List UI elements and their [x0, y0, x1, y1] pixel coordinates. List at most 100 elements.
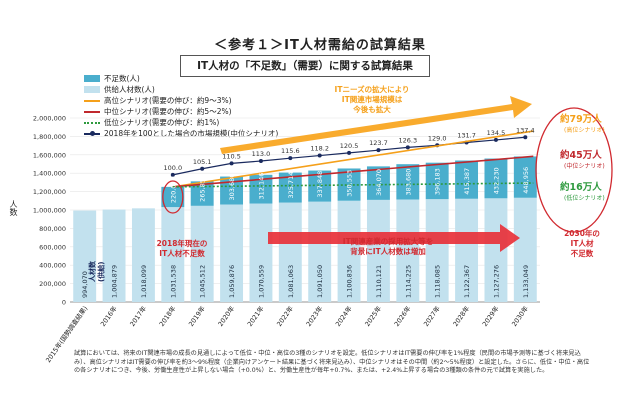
y-tick-label: 800,000	[39, 225, 66, 233]
data-label-shortage: 265,855	[199, 175, 207, 202]
low-sub: (低位シナリオ)	[564, 194, 605, 202]
y-tick-label: 200,000	[39, 280, 66, 288]
index-label: 126.3	[399, 136, 418, 144]
bar-shortage	[513, 156, 537, 198]
data-label-supply: 1,031,538	[169, 265, 177, 298]
bar-supply	[278, 202, 302, 302]
bar-shortage	[366, 166, 390, 200]
callout-2030-circle	[535, 107, 613, 233]
legend-item-index: 2018年を100とした場合の市場規模(中位シナリオ)	[84, 128, 278, 139]
callout-2018-text: 2018年現在の	[157, 238, 208, 248]
data-label-shortage: 364,070	[375, 169, 383, 196]
footnote: 試算においては、将来のIT関連市場の成長の見通しによって低位・中位・高位の3種の…	[74, 350, 590, 374]
index-label: 105.1	[193, 158, 212, 166]
data-label-supply: 1,059,876	[228, 265, 236, 298]
bar-supply	[337, 200, 361, 302]
data-label-supply: 1,118,085	[434, 265, 442, 298]
index-label: 129.0	[428, 134, 447, 142]
legend-item-shortage: 不足数(人)	[84, 73, 278, 84]
index-label: 137.4	[516, 126, 535, 134]
low-scenario-line	[172, 182, 534, 188]
callout-2030-text: 不足数	[571, 248, 594, 258]
data-label-shortage: 350,553	[346, 170, 354, 197]
index-label: 134.5	[487, 129, 506, 137]
bar-supply	[190, 205, 214, 302]
index-marker	[523, 135, 528, 140]
x-tick-label: 2018年	[157, 304, 178, 328]
x-tick-label: 2025年	[362, 304, 383, 328]
chart-subtitle: IT人材の「不足数」（需要）に関する試算結果	[180, 55, 430, 77]
data-label-supply: 1,045,512	[199, 265, 207, 298]
legend-item-low: 低位シナリオ(需要の伸び：約1%)	[84, 117, 278, 128]
index-marker	[170, 172, 175, 177]
data-label-shortage: 325,714	[287, 172, 295, 199]
x-tick-label: 2023年	[304, 304, 325, 328]
data-label-supply: 1,110,121	[375, 265, 383, 298]
legend-item-supply: 供給人材数(人)	[84, 84, 278, 95]
callout-2018-circle	[162, 180, 184, 214]
data-label-supply: 1,091,050	[316, 265, 324, 298]
x-tick-label: 2024年	[333, 304, 354, 328]
data-label-supply: 994,070	[81, 271, 89, 298]
bar-supply	[366, 199, 390, 302]
workforce-growth-arrow	[268, 224, 520, 252]
bar-shortage	[190, 181, 214, 206]
data-label-shortage: 220,000	[169, 176, 177, 203]
index-marker	[200, 166, 205, 171]
index-marker	[317, 153, 322, 158]
workforce-growth-text: IT関連産業の採用拡大等を	[343, 236, 433, 246]
index-label: 131.7	[457, 132, 476, 140]
bar-supply	[396, 199, 420, 302]
callout-2030-text: 2030年の	[564, 228, 600, 238]
bar-shortage	[455, 160, 479, 199]
bar-supply	[513, 197, 537, 302]
y-tick-label: 0	[62, 299, 66, 307]
x-tick-label: 2021年	[245, 304, 266, 328]
legend-item-mid: 中位シナリオ(需要の伸び：約5～2%)	[84, 106, 278, 117]
data-label-shortage: 432,230	[492, 167, 500, 194]
supply-text: (供給)	[97, 262, 106, 282]
bar-shortage	[249, 174, 273, 204]
x-tick-label: 2026年	[392, 304, 413, 328]
data-label-supply: 1,122,367	[463, 265, 471, 298]
index-label: 100.0	[164, 164, 183, 172]
market-growth-text: IT関連市場規模は	[342, 94, 403, 104]
bar-shortage	[278, 172, 302, 203]
bar-supply	[455, 198, 479, 302]
y-tick-label: 2,000,000	[33, 115, 66, 123]
market-growth-text: ITニーズの拡大により	[335, 84, 410, 94]
mid-sub: (中位シナリオ)	[564, 162, 605, 170]
y-tick-label: 400,000	[39, 262, 66, 270]
index-label: 110.5	[222, 152, 241, 160]
x-tick-label: 2029年	[480, 304, 501, 328]
index-label: 115.6	[281, 147, 300, 155]
index-marker	[258, 158, 263, 163]
high-sub: (高位シナリオ)	[564, 126, 605, 134]
workforce-growth-text: 背景にIT人材数は増加	[350, 246, 425, 256]
index-marker	[288, 156, 293, 161]
index-label: 123.7	[369, 139, 388, 147]
y-tick-label: 1,000,000	[33, 207, 66, 215]
bar-supply	[131, 208, 155, 302]
supply-text: 人材数	[88, 260, 97, 282]
bar-shortage	[396, 164, 420, 200]
bar-supply	[425, 199, 449, 302]
index-label: 118.2	[310, 145, 329, 153]
x-tick-label: 2016年	[98, 304, 119, 328]
data-label-shortage: 303,680	[228, 174, 236, 201]
bar-supply	[220, 204, 244, 302]
y-tick-label: 1,400,000	[33, 170, 66, 178]
market-growth-text: 今後も拡大	[352, 104, 391, 114]
y-tick-label: 1,800,000	[33, 133, 66, 141]
market-growth-arrow	[220, 96, 532, 154]
mid-value: 約45万人	[560, 149, 602, 161]
index-label: 113.0	[252, 150, 271, 158]
callout-2030-text: IT人材	[571, 238, 594, 248]
x-tick-label: 2030年	[509, 304, 530, 328]
bar-supply	[308, 201, 332, 302]
y-tick-label: 1,600,000	[33, 151, 66, 159]
bar-shortage	[308, 170, 332, 202]
y-tick-label: 1,200,000	[33, 188, 66, 196]
page-title: ＜参考１＞IT人材需給の試算結果	[214, 38, 426, 53]
y-axis-label: 人数	[9, 200, 18, 216]
